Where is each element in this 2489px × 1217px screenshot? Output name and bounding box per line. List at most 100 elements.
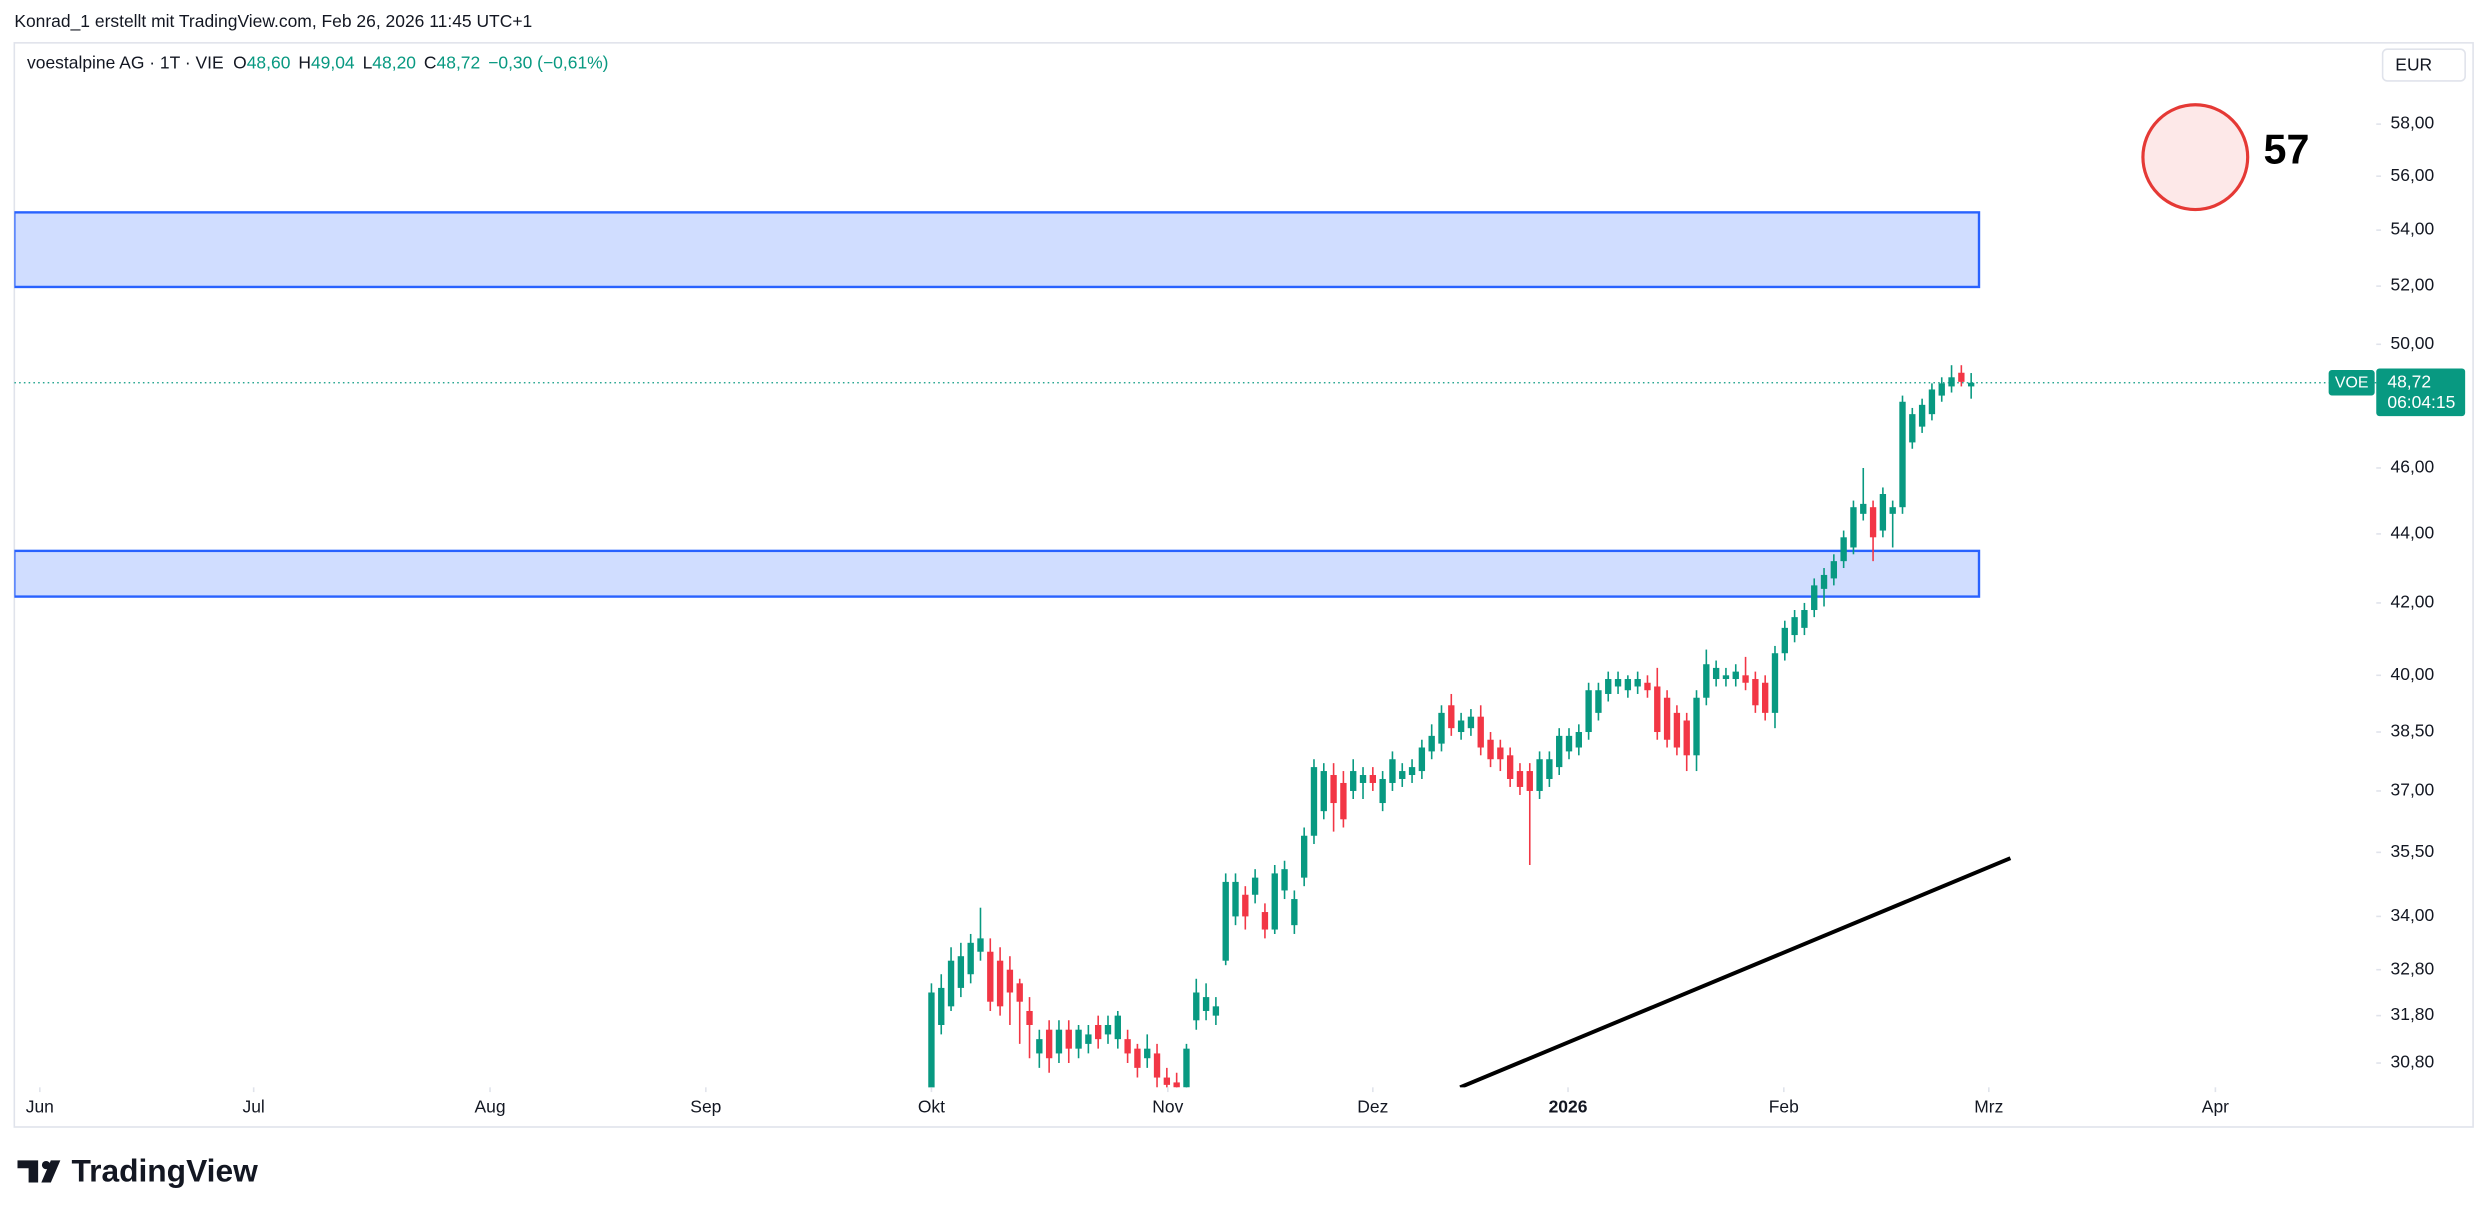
candle-body bbox=[1134, 1048, 1141, 1068]
candle-body bbox=[1703, 664, 1710, 698]
zone bbox=[14, 211, 1981, 289]
candle-body bbox=[1408, 767, 1416, 776]
candle-body bbox=[1144, 1048, 1151, 1059]
legend-l-label: L bbox=[363, 52, 373, 72]
candle-body bbox=[1585, 690, 1592, 733]
currency-box[interactable] bbox=[2381, 48, 2466, 82]
x-tick-label: Mrz bbox=[1974, 1097, 2003, 1117]
candle-body bbox=[1448, 705, 1455, 729]
candle-body bbox=[1850, 507, 1857, 548]
candle-body bbox=[1771, 653, 1779, 713]
candle-body bbox=[1026, 1010, 1033, 1025]
candle-body bbox=[938, 987, 945, 1025]
candle-body bbox=[1820, 574, 1828, 589]
candle-body bbox=[1340, 782, 1347, 820]
candle-body bbox=[1075, 1029, 1082, 1049]
footer-logo: TradingView bbox=[17, 1152, 258, 1188]
candle-body bbox=[996, 960, 1004, 1007]
candle-body bbox=[967, 942, 974, 975]
y-tick-label: 42,00 bbox=[2391, 592, 2435, 612]
candle-body bbox=[1379, 778, 1386, 804]
candle-body bbox=[1840, 537, 1847, 562]
legend-c-label: C bbox=[424, 52, 437, 72]
candle-body bbox=[1477, 716, 1484, 748]
candle-body bbox=[977, 938, 984, 952]
logo-icon bbox=[17, 1160, 61, 1183]
candle-body bbox=[1369, 775, 1377, 783]
candle-body bbox=[1742, 675, 1749, 683]
candle-body bbox=[1624, 679, 1632, 691]
y-tick-label: 35,50 bbox=[2391, 841, 2435, 861]
candle-body bbox=[1016, 983, 1023, 1002]
candle-body bbox=[1045, 1029, 1053, 1059]
candle-body bbox=[1928, 389, 1936, 415]
candle-body bbox=[1163, 1077, 1171, 1085]
candle-body bbox=[1693, 697, 1700, 756]
candle-body bbox=[1487, 739, 1494, 760]
annotation-circle bbox=[2141, 103, 2250, 212]
candle-body bbox=[1791, 617, 1798, 636]
x-tick-label: Jul bbox=[243, 1097, 265, 1117]
x-tick-label: Nov bbox=[1152, 1097, 1183, 1117]
candle-body bbox=[1526, 771, 1533, 791]
candle-body bbox=[1801, 610, 1808, 628]
legend-l: 48,20 bbox=[372, 52, 416, 72]
legend-o: 48,60 bbox=[247, 52, 291, 72]
candle-body bbox=[1055, 1029, 1063, 1054]
candle-body bbox=[1967, 382, 1975, 387]
candle-body bbox=[1614, 679, 1622, 687]
candle-body bbox=[1497, 747, 1504, 760]
symbol-tag-text: VOE bbox=[2335, 375, 2369, 392]
legend-o-label: O bbox=[233, 52, 247, 72]
candle-body bbox=[1085, 1034, 1092, 1044]
candle-body bbox=[1644, 682, 1651, 691]
candle-body bbox=[1310, 767, 1318, 836]
candle-body bbox=[1918, 404, 1926, 427]
candle-body bbox=[1271, 873, 1278, 930]
currency[interactable]: EUR bbox=[2395, 54, 2432, 74]
candle-body bbox=[1575, 732, 1582, 748]
symbol-tag bbox=[2328, 370, 2375, 396]
credit: Konrad_1 erstellt mit TradingView.com, F… bbox=[14, 11, 532, 32]
candle-body bbox=[1732, 671, 1739, 680]
candle-body bbox=[1869, 507, 1877, 538]
candle-body bbox=[1506, 755, 1514, 779]
candle-body bbox=[1222, 881, 1229, 961]
candle-body bbox=[1399, 771, 1406, 779]
candle-body bbox=[1811, 585, 1818, 611]
y-tick-label: 56,00 bbox=[2391, 165, 2435, 185]
candle-body bbox=[1938, 383, 1945, 396]
y-tick-label: 40,00 bbox=[2391, 664, 2435, 684]
candle-body bbox=[1202, 997, 1210, 1011]
candle-body bbox=[1958, 372, 1965, 382]
y-tick-label: 52,00 bbox=[2391, 275, 2435, 295]
x-tick-label: Aug bbox=[475, 1097, 506, 1117]
trend-line bbox=[1459, 856, 2012, 1088]
candle-body bbox=[1114, 1015, 1121, 1040]
candle-body bbox=[1036, 1039, 1043, 1054]
candle-body bbox=[1673, 712, 1681, 748]
candle-body bbox=[1291, 899, 1298, 926]
x-tick-label: Dez bbox=[1357, 1097, 1388, 1117]
candle-body bbox=[957, 956, 965, 988]
brand: TradingView bbox=[71, 1152, 258, 1188]
candle-body bbox=[1556, 735, 1563, 768]
axes: 58,00 56,00 54,00 52,00 50,00 46,00 44,00 42,00… bbox=[26, 113, 2466, 1117]
candle-body bbox=[1261, 912, 1269, 930]
candle-body bbox=[1281, 869, 1288, 891]
candle-body bbox=[1909, 414, 1916, 443]
y-tick-label: 31,80 bbox=[2391, 1004, 2435, 1024]
candle-body bbox=[1389, 759, 1396, 783]
candle-body bbox=[1173, 1082, 1180, 1088]
annotation-text: 57 bbox=[2264, 126, 2310, 172]
candle-body bbox=[1683, 720, 1690, 756]
legend-h: 49,04 bbox=[311, 52, 355, 72]
candle-body bbox=[1183, 1048, 1190, 1088]
candle-body bbox=[1350, 771, 1357, 791]
candle-body bbox=[987, 951, 994, 1002]
candle-body bbox=[1663, 697, 1671, 740]
candle-body bbox=[1546, 759, 1553, 779]
candle-body bbox=[1232, 881, 1239, 917]
x-tick-label: Apr bbox=[2202, 1097, 2229, 1117]
